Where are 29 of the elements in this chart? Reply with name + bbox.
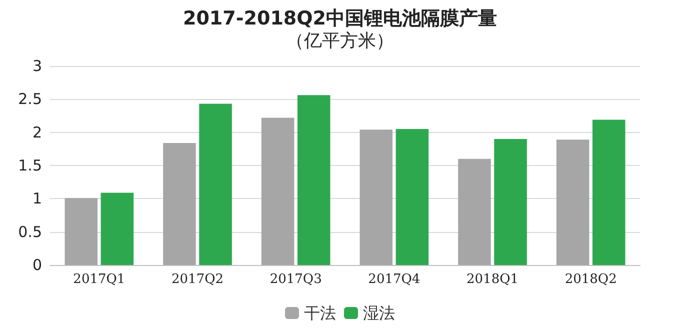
- bar: [64, 198, 98, 265]
- chart-title: 2017-2018Q2中国锂电池隔膜产量: [182, 8, 498, 30]
- x-tick-label: 2017Q4: [368, 272, 420, 287]
- legend-label: 干法: [304, 304, 336, 322]
- bar: [261, 118, 294, 265]
- y-tick-label: 0: [32, 256, 42, 274]
- x-tick-label: 2018Q2: [564, 272, 617, 287]
- bar: [494, 138, 527, 265]
- y-tick-label: 0.5: [18, 222, 42, 241]
- y-tick-label: 2: [32, 123, 42, 142]
- bar: [396, 129, 429, 265]
- bar: [556, 140, 590, 265]
- bar: [360, 130, 393, 265]
- x-tick-label: 2018Q1: [466, 272, 519, 287]
- x-tick-label: 2017Q1: [73, 272, 126, 287]
- bar: [199, 104, 232, 265]
- bar: [297, 95, 330, 265]
- bar: [100, 192, 134, 265]
- x-tick-label: 2017Q2: [171, 272, 224, 287]
- chart-subtitle: （亿平方米）: [286, 30, 394, 52]
- bar: [163, 142, 196, 265]
- y-tick-label: 3: [32, 57, 42, 75]
- y-tick-label: 1: [32, 190, 42, 208]
- y-tick-label: 2.5: [18, 90, 42, 108]
- x-tick-label: 2017Q3: [270, 272, 322, 287]
- y-tick-label: 1.5: [18, 156, 42, 174]
- legend-label: 湿法: [363, 304, 395, 322]
- bar: [458, 158, 491, 265]
- bar: [592, 120, 626, 265]
